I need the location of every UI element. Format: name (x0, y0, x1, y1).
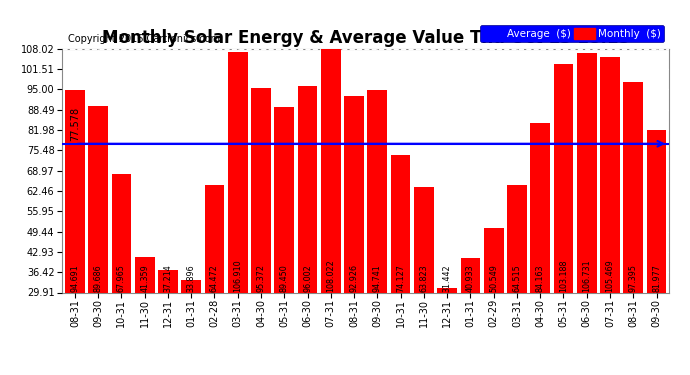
Text: 96.002: 96.002 (303, 264, 312, 292)
Text: 64.515: 64.515 (513, 264, 522, 292)
Bar (600, 57, 620, 292)
Text: 40.933: 40.933 (466, 264, 475, 292)
Bar (437, 288, 457, 292)
Bar (368, 90, 387, 292)
Text: 89.450: 89.450 (279, 264, 289, 292)
Bar (460, 258, 480, 292)
Bar (623, 82, 643, 292)
Text: 63.823: 63.823 (420, 264, 428, 292)
Text: 94.741: 94.741 (373, 264, 382, 292)
Bar (297, 86, 317, 292)
Bar (344, 96, 364, 292)
Text: 89.686: 89.686 (94, 264, 103, 292)
Text: 94.691: 94.691 (70, 264, 79, 292)
Text: 37.214: 37.214 (164, 264, 172, 292)
Title: Monthly Solar Energy & Average Value Thu Oct 13 18:15: Monthly Solar Energy & Average Value Thu… (101, 29, 630, 47)
Text: 84.163: 84.163 (535, 264, 544, 292)
Bar (205, 184, 224, 292)
Text: 50.549: 50.549 (489, 264, 498, 292)
Bar (88, 106, 108, 292)
Text: 103.188: 103.188 (559, 259, 568, 292)
Bar (228, 52, 248, 292)
Bar (577, 53, 597, 292)
Text: 105.469: 105.469 (606, 259, 615, 292)
Bar (251, 88, 271, 292)
Bar (65, 90, 85, 292)
Text: 77.578: 77.578 (70, 106, 80, 141)
Bar (275, 107, 294, 292)
Text: 67.965: 67.965 (117, 264, 126, 292)
Text: 64.472: 64.472 (210, 264, 219, 292)
Text: 31.442: 31.442 (442, 264, 452, 292)
Text: 92.926: 92.926 (350, 264, 359, 292)
Bar (553, 64, 573, 292)
Text: 95.372: 95.372 (257, 264, 266, 292)
Bar (531, 123, 550, 292)
Text: 106.731: 106.731 (582, 259, 591, 292)
Bar (414, 187, 434, 292)
Text: Copyright 2016 Cartronics.com: Copyright 2016 Cartronics.com (68, 34, 220, 44)
Bar (112, 174, 131, 292)
Bar (135, 257, 155, 292)
Legend: Average  ($), Monthly  ($): Average ($), Monthly ($) (480, 25, 664, 42)
Text: 108.022: 108.022 (326, 259, 335, 292)
Text: 33.896: 33.896 (187, 264, 196, 292)
Bar (321, 49, 341, 292)
Text: 106.910: 106.910 (233, 259, 242, 292)
Bar (391, 154, 411, 292)
Bar (647, 130, 667, 292)
Text: 41.359: 41.359 (140, 264, 149, 292)
Text: 81.977: 81.977 (652, 264, 661, 292)
Bar (158, 270, 178, 292)
Bar (507, 184, 526, 292)
Text: 74.127: 74.127 (396, 264, 405, 292)
Bar (484, 228, 504, 292)
Bar (181, 280, 201, 292)
Text: 97.395: 97.395 (629, 264, 638, 292)
